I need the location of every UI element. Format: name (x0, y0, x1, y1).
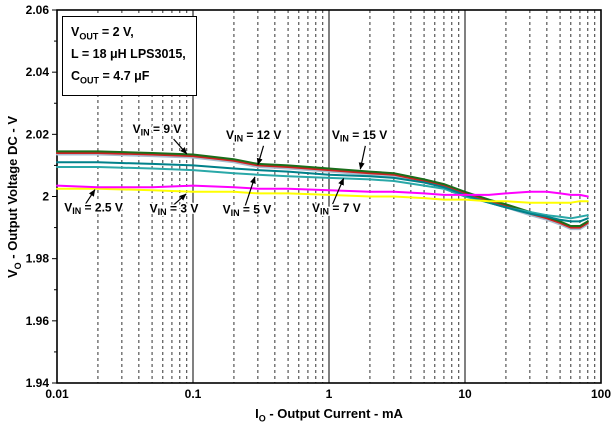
label-arrow (173, 138, 188, 155)
curve-5 (56, 166, 589, 220)
series-label: VIN = 7 V (312, 201, 361, 217)
label-arrow (244, 176, 256, 208)
series-labels: VIN = 9 V VIN = 12 V VIN = 15 V VIN = 2.5 V… (63, 120, 389, 219)
y-tick-label: 2.06 (26, 3, 50, 17)
y-tick-label: 2 (42, 190, 49, 204)
series-label: VIN = 2.5 V (64, 200, 123, 216)
x-tick-label: 10 (458, 387, 472, 401)
condition-line: L = 18 μH LPS3015, (71, 46, 186, 61)
curve-3 (56, 187, 589, 204)
conditions-annotation: VOUT = 2 V, L = 18 μH LPS3015, COUT = 4.… (62, 16, 197, 96)
x-tick-label: 100 (591, 387, 611, 401)
curve-9 (56, 152, 589, 229)
series-label: VIN = 9 V (133, 122, 182, 138)
label-arrow (358, 145, 366, 170)
series-label: VIN = 15 V (332, 128, 387, 144)
y-tick-label: 1.96 (26, 314, 50, 328)
x-axis-title: IO - Output Current - mA (255, 406, 403, 424)
x-tick-label: 0.01 (45, 387, 69, 401)
condition-line: COUT = 4.7 μF (71, 68, 150, 86)
label-arrow (171, 193, 187, 207)
curves (56, 150, 589, 231)
curve-2.5 (56, 184, 589, 198)
axis-ticks: 1.94 1.96 1.98 2 2.02 2.04 2.06 0.01 0.1 1 10 100 (26, 3, 612, 401)
series-label: VIN = 3 V (150, 202, 199, 218)
y-tick-label: 1.98 (26, 252, 50, 266)
curve-15 (56, 150, 589, 227)
y-tick-label: 2.02 (26, 127, 50, 141)
condition-line: VOUT = 2 V, (71, 25, 134, 42)
y-tick-label: 1.94 (26, 376, 50, 390)
y-axis-title: VO - Output Voltage DC - V (5, 115, 23, 279)
y-tick-label: 2.04 (26, 65, 50, 79)
plot-border (56, 9, 602, 384)
series-label: VIN = 5 V (223, 203, 272, 219)
label-arrow (331, 178, 345, 207)
label-arrow (84, 189, 96, 206)
curve-7 (56, 161, 589, 223)
label-arrow (256, 145, 265, 166)
x-tick-label: 0.1 (185, 387, 202, 401)
x-tick-label: 1 (326, 387, 333, 401)
series-label: VIN = 12 V (226, 128, 281, 144)
